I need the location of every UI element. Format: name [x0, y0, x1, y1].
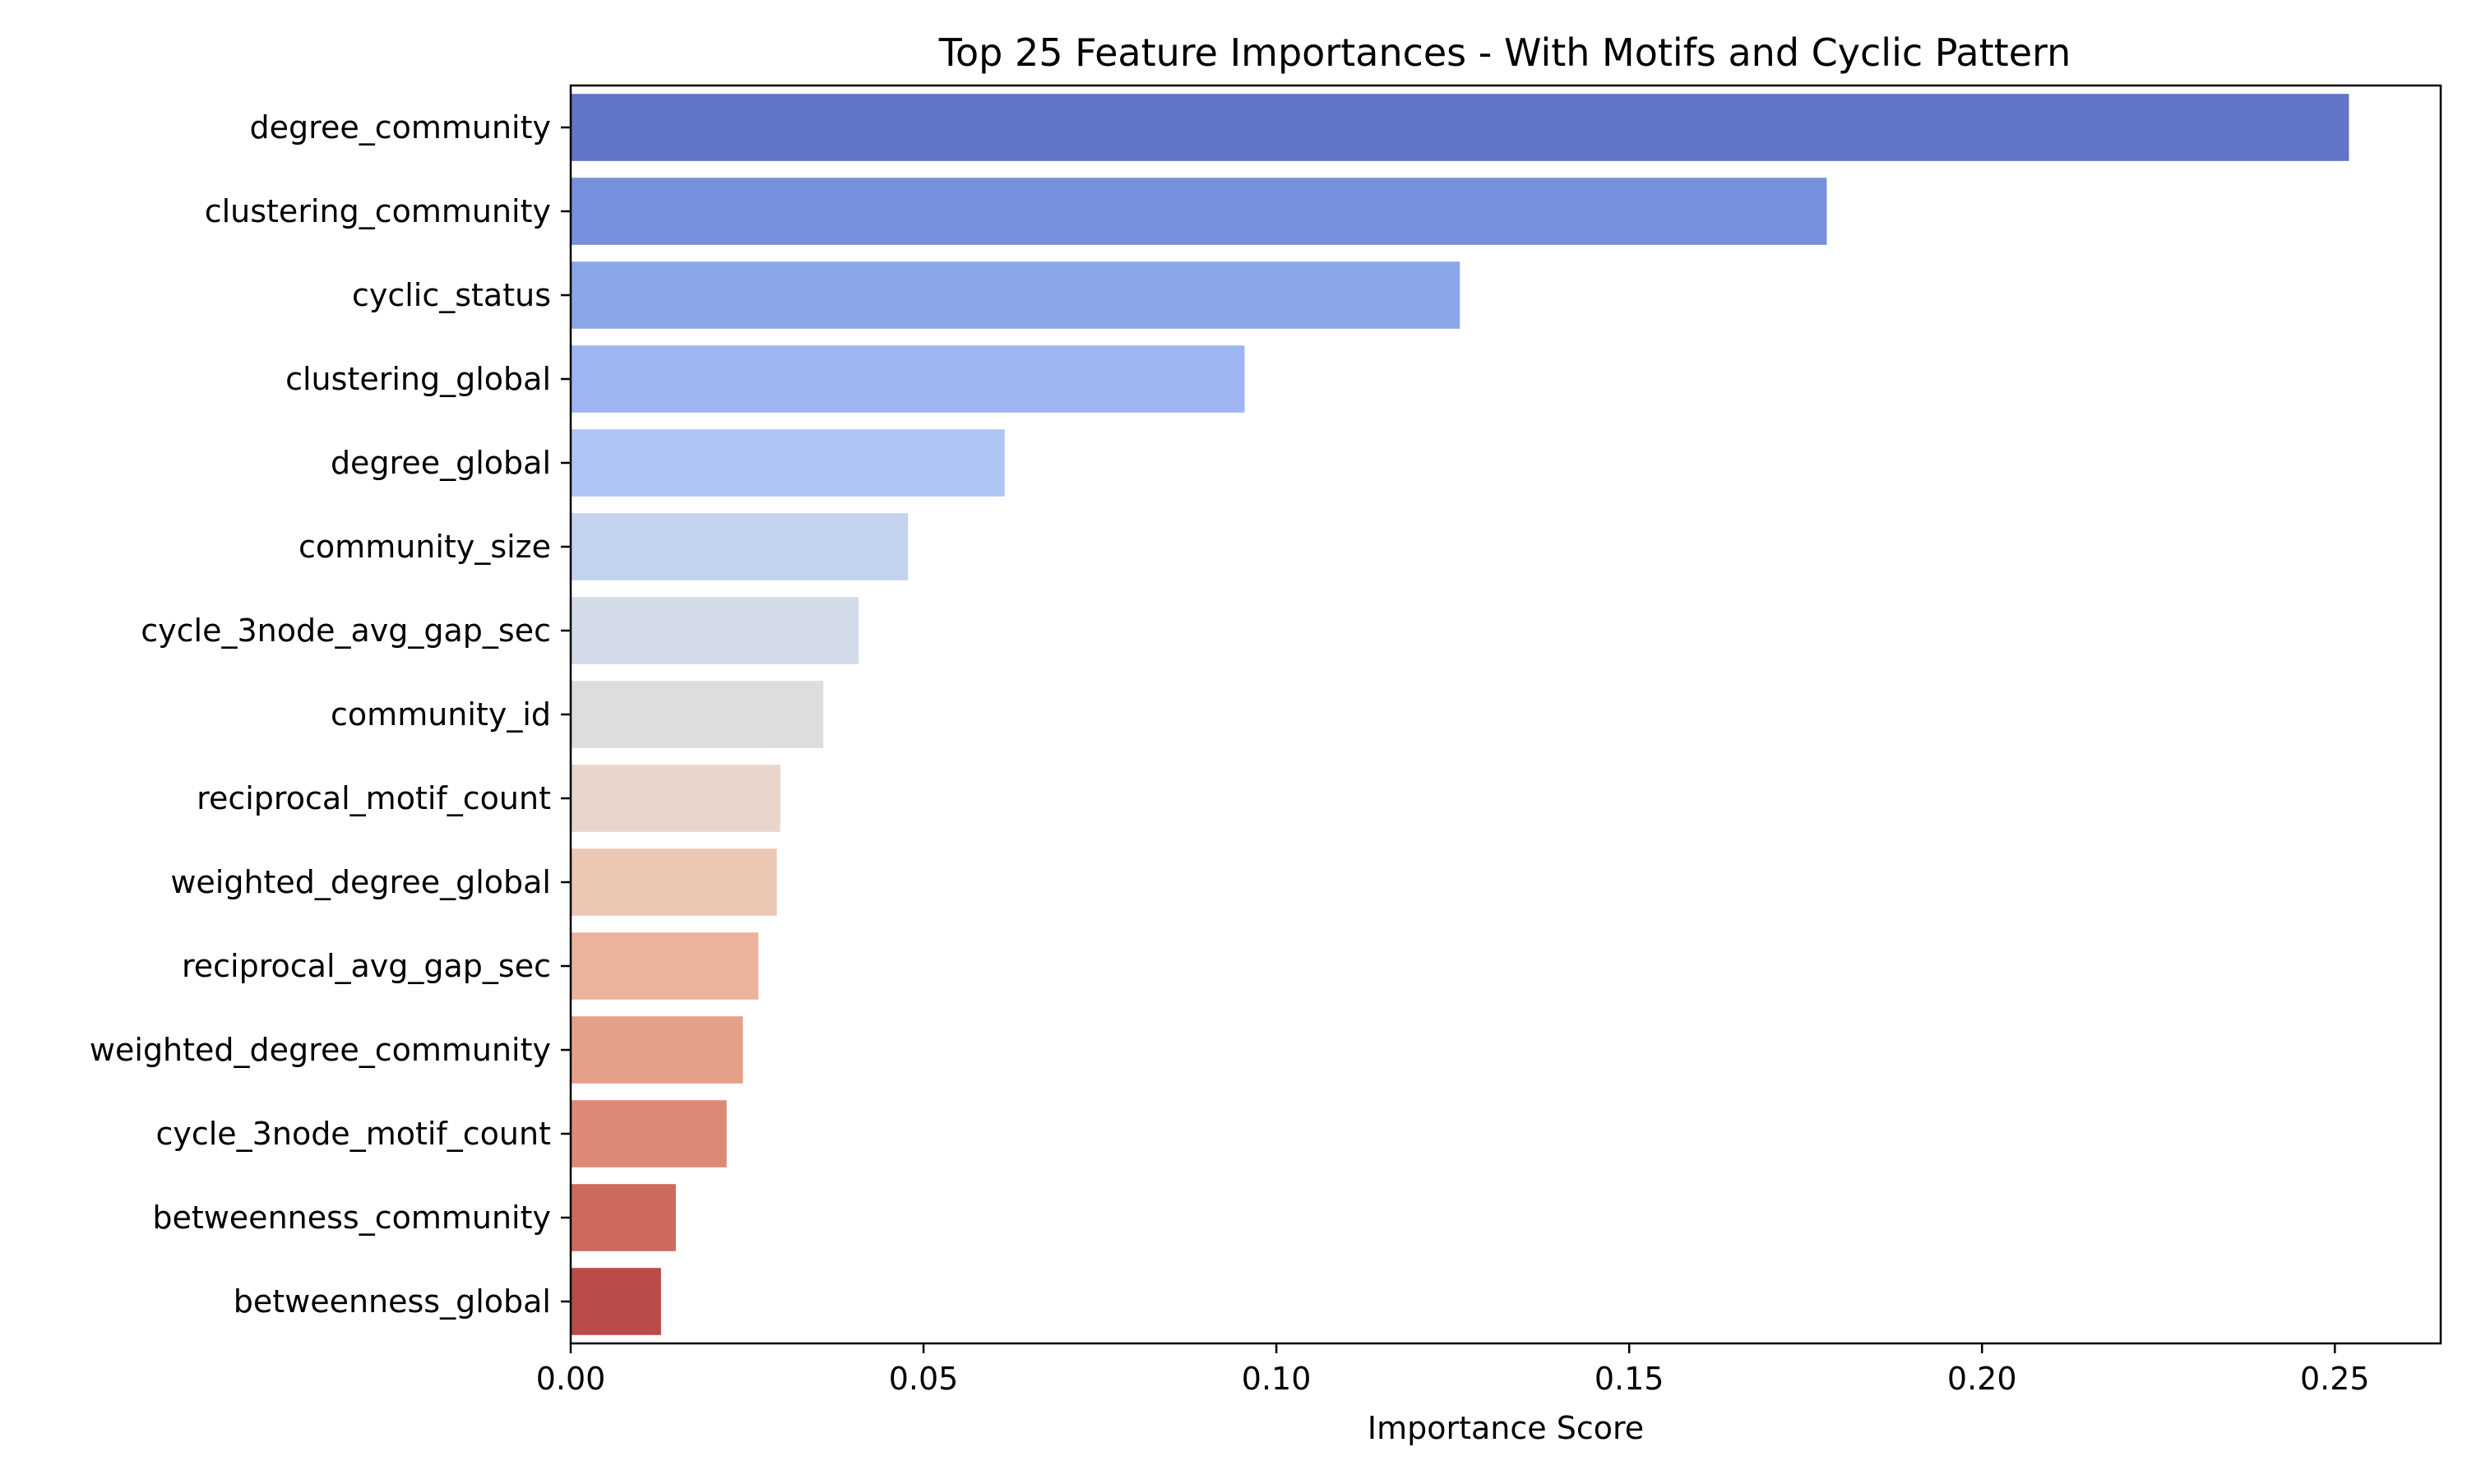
- y-tick-label: reciprocal_avg_gap_sec: [182, 948, 551, 984]
- y-axis-ticks: degree_community clustering_communitycycl…: [90, 109, 571, 1320]
- bar: [571, 1016, 743, 1084]
- x-tick-label: 0.05: [889, 1361, 959, 1397]
- x-tick-label: 0.25: [2300, 1361, 2370, 1397]
- bar: [571, 429, 1005, 497]
- y-tick-label: degree_global: [331, 445, 551, 481]
- plot-frame: [569, 84, 2442, 1345]
- x-tick-label: 0.10: [1242, 1361, 1312, 1397]
- bar: [571, 932, 759, 1000]
- bar: [571, 513, 909, 580]
- x-axis-ticks: 0.00 0.05 0.10 0.15 0.20 0.25: [536, 1343, 2370, 1397]
- bars-layer: [571, 94, 2349, 1335]
- y-tick-label: cyclic_status: [352, 277, 551, 313]
- y-tick-label: betweenness_global: [234, 1283, 551, 1320]
- x-tick-label: 0.15: [1595, 1361, 1664, 1397]
- y-tick-label: weighted_degree_community: [90, 1032, 551, 1068]
- bar: [571, 765, 780, 832]
- bar: [571, 261, 1460, 329]
- x-axis-title: Importance Score: [1368, 1410, 1644, 1446]
- y-tick-label: cycle_3node_avg_gap_sec: [141, 613, 551, 649]
- bar: [571, 681, 824, 748]
- x-tick-label: 0.20: [1947, 1361, 2017, 1397]
- y-tick-label: clustering_community: [205, 193, 551, 229]
- bar: [571, 848, 777, 916]
- bar: [571, 597, 859, 664]
- y-tick-label: cycle_3node_motif_count: [155, 1116, 551, 1152]
- y-tick-label: weighted_degree_global: [170, 864, 551, 900]
- bar: [571, 1184, 676, 1251]
- y-tick-label: betweenness_community: [152, 1200, 551, 1236]
- y-tick-label: community_id: [331, 696, 551, 733]
- x-tick-label: 0.00: [536, 1361, 606, 1397]
- y-tick-label: community_size: [299, 529, 551, 565]
- bar: [571, 1268, 661, 1335]
- bar: [571, 178, 1827, 245]
- bar: [571, 1100, 727, 1167]
- y-tick-label: degree_community: [250, 109, 551, 146]
- chart-title: Top 25 Feature Importances - With Motifs…: [938, 30, 2071, 75]
- bar: [571, 94, 2349, 161]
- bar: [571, 345, 1245, 413]
- y-tick-label: clustering_global: [285, 361, 551, 397]
- y-tick-label: reciprocal_motif_count: [197, 780, 551, 816]
